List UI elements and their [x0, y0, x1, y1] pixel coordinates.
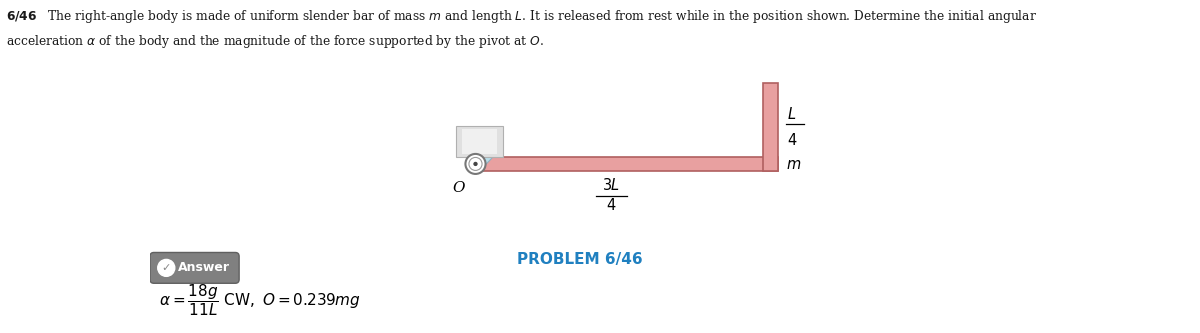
Bar [475, 157, 778, 171]
Text: $L$: $L$ [787, 106, 797, 122]
Text: O: O [452, 181, 464, 195]
Circle shape [157, 259, 175, 276]
Text: $\alpha = \dfrac{18g}{11L}$ $\mathrm{CW},\ O = 0.239mg$: $\alpha = \dfrac{18g}{11L}$ $\mathrm{CW}… [160, 282, 360, 318]
FancyBboxPatch shape [456, 126, 503, 157]
Text: $4$: $4$ [606, 197, 617, 213]
Text: Answer: Answer [179, 261, 230, 274]
FancyBboxPatch shape [150, 252, 239, 283]
Circle shape [466, 154, 486, 174]
Text: $4$: $4$ [787, 133, 798, 149]
Text: $m$: $m$ [786, 159, 800, 172]
Polygon shape [466, 157, 493, 164]
Bar [763, 83, 778, 171]
Text: acceleration $\alpha$ of the body and the magnitude of the force supported by th: acceleration $\alpha$ of the body and th… [6, 33, 544, 50]
Text: $3L$: $3L$ [602, 176, 620, 192]
Text: $\bf{6/46}$   The right-angle body is made of uniform slender bar of mass $m$ an: $\bf{6/46}$ The right-angle body is made… [6, 8, 1037, 25]
FancyBboxPatch shape [462, 129, 497, 154]
Circle shape [473, 162, 478, 166]
Text: ✓: ✓ [162, 263, 170, 273]
Text: PROBLEM 6/46: PROBLEM 6/46 [517, 252, 643, 267]
